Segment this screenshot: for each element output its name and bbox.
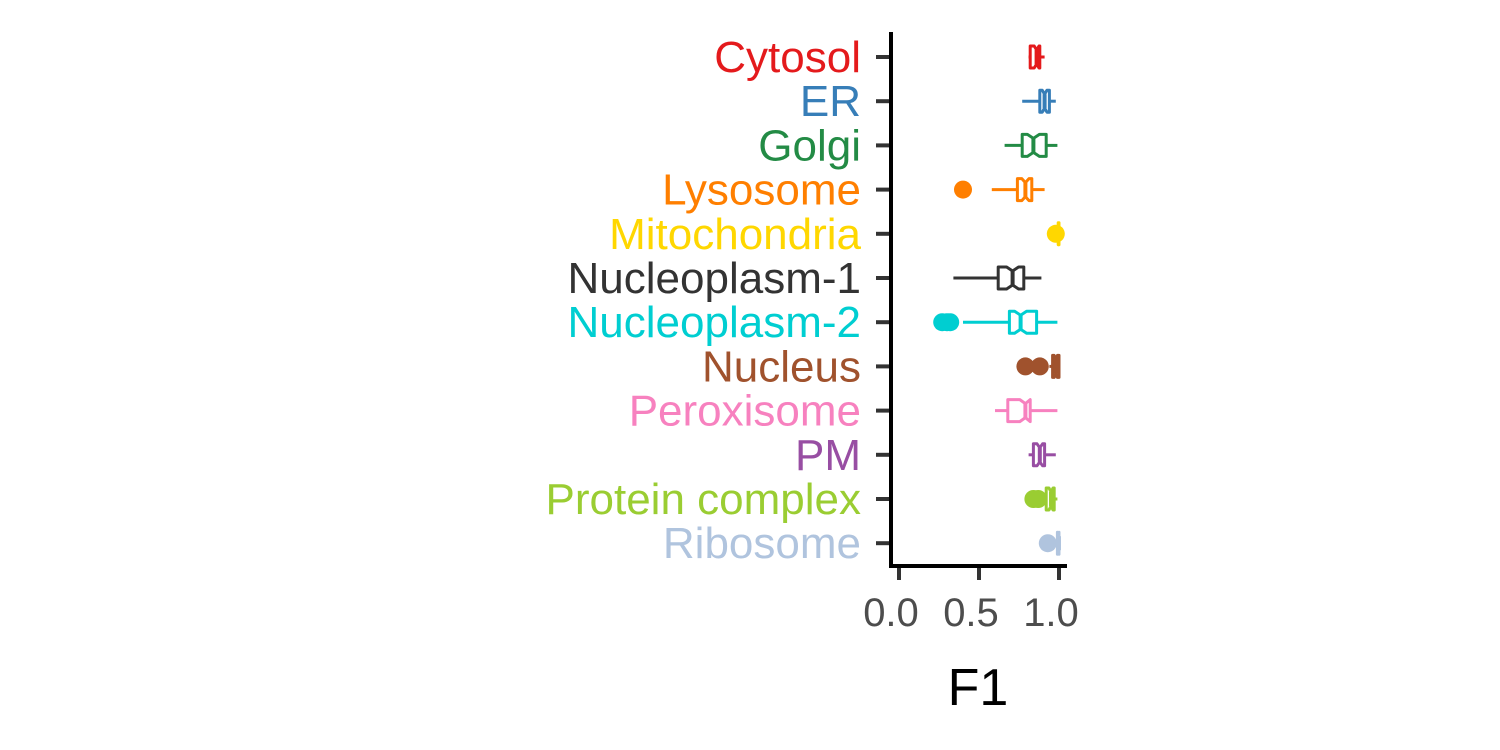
box-body — [1007, 309, 1039, 335]
outlier-point — [941, 313, 960, 332]
box-nucleoplasm-1 — [953, 265, 1042, 291]
category-label: Nucleoplasm-1 — [568, 254, 861, 303]
category-label: Nucleoplasm-2 — [568, 298, 861, 347]
outlier-point — [1029, 490, 1048, 508]
outlier-point — [954, 180, 972, 199]
box-er — [1022, 88, 1056, 114]
category-label: ER — [800, 77, 861, 126]
x-axis: 0.0 0.5 1.0 — [863, 564, 1079, 635]
category-label: Nucleus — [702, 342, 861, 391]
box-nucleus — [1016, 353, 1061, 379]
box-protein-complex — [1024, 486, 1058, 512]
category-label: Mitochondria — [609, 210, 861, 259]
category-label: PM — [795, 431, 861, 480]
box-mitochondria — [1046, 221, 1065, 247]
x-tick-label: 0.0 — [863, 591, 919, 635]
x-tick-label: 1.0 — [1023, 591, 1079, 635]
y-axis: CytosolERGolgiLysosomeMitochondriaNucleo… — [546, 32, 893, 568]
x-axis-title: F1 — [948, 659, 1009, 717]
box-pm — [1028, 442, 1056, 468]
category-label: Ribosome — [663, 519, 861, 568]
category-label: Protein complex — [546, 475, 861, 524]
box-ribosome — [1038, 530, 1061, 556]
category-label: Lysosome — [662, 166, 861, 215]
box-cytosol — [1028, 44, 1045, 70]
box-golgi — [1004, 132, 1058, 158]
outlier-point — [1030, 357, 1049, 376]
outlier-point — [1038, 534, 1057, 553]
outlier-point — [1046, 224, 1065, 243]
box-lysosome — [954, 177, 1045, 203]
box-peroxisome — [995, 398, 1058, 424]
boxes — [933, 44, 1065, 556]
box-nucleoplasm-2 — [933, 309, 1058, 335]
category-label: Peroxisome — [629, 387, 861, 436]
category-label: Golgi — [758, 121, 861, 170]
category-label: Cytosol — [714, 33, 861, 82]
outlier-point — [1016, 357, 1035, 376]
x-tick-label: 0.5 — [943, 591, 999, 635]
